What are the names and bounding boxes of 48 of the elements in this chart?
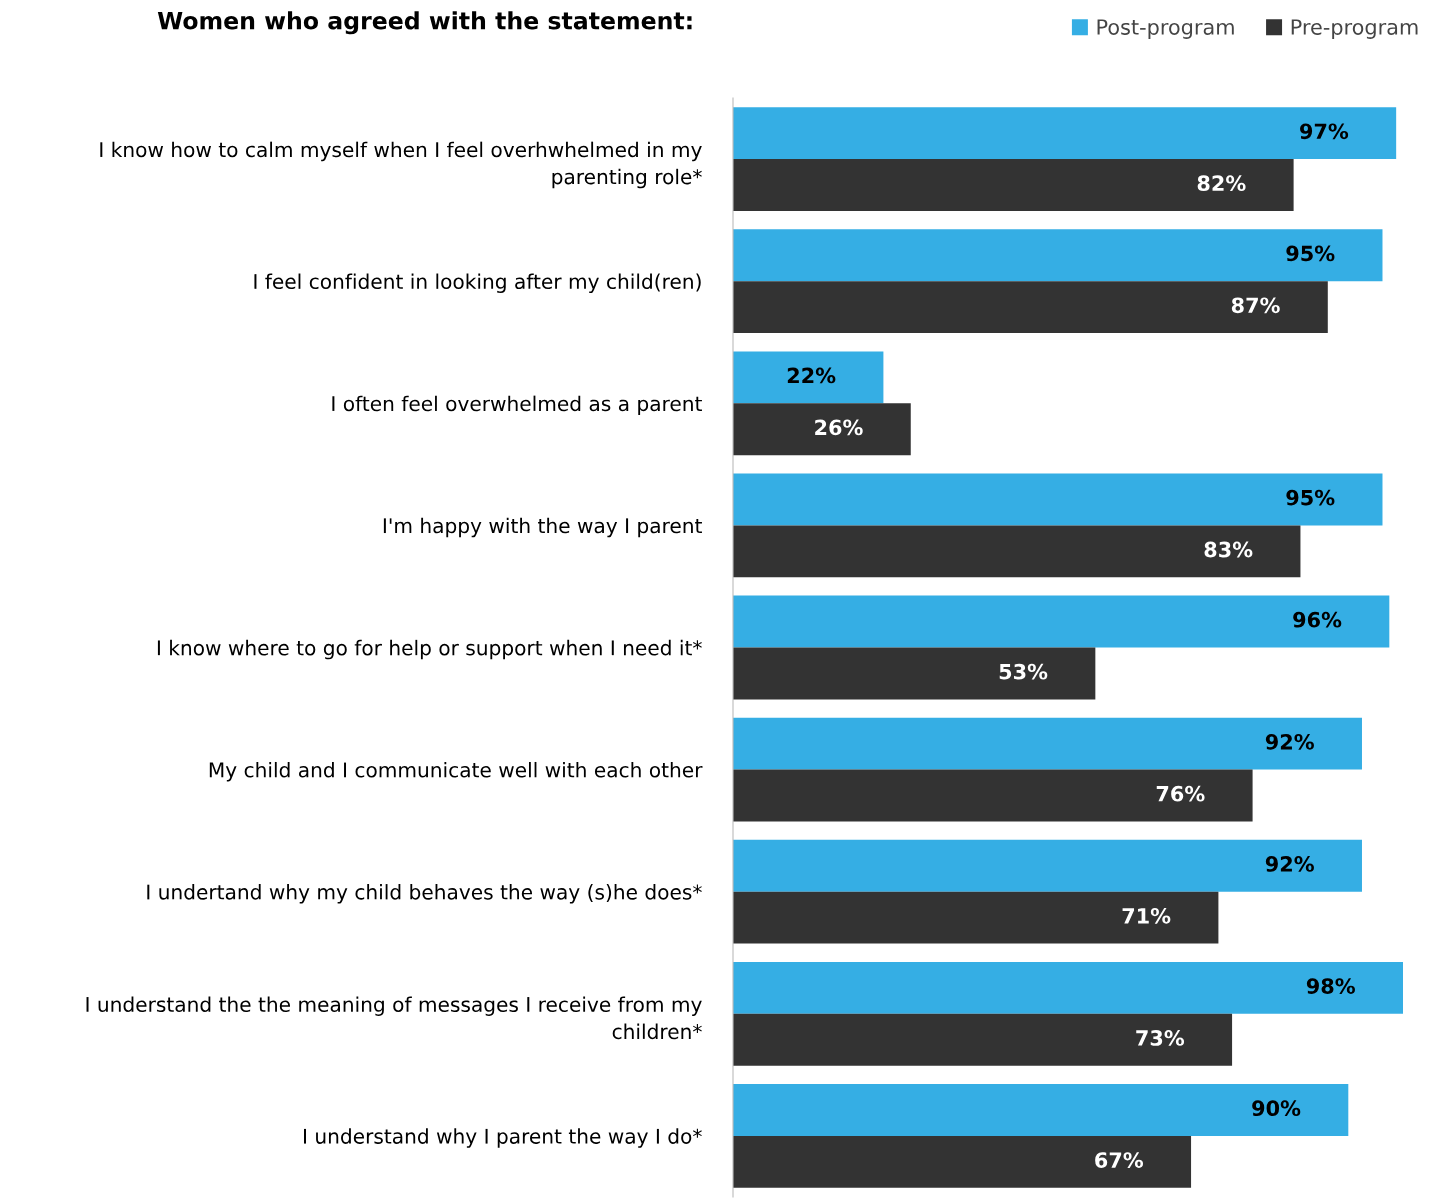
data-label: 98% — [1306, 978, 1355, 994]
bar — [733, 839, 1362, 892]
bar — [733, 107, 1397, 160]
data-label: 76% — [1156, 785, 1205, 802]
data-label: 67% — [1095, 1152, 1144, 1168]
data-label: 96% — [1293, 611, 1342, 628]
bar — [733, 281, 1328, 334]
bar — [733, 891, 1219, 944]
y-tick-label: I understand why I parent the way I do* — [304, 1128, 702, 1148]
bar — [733, 717, 1362, 770]
bar — [733, 351, 884, 404]
y-tick-label: My child and I communicate well with each other — [209, 761, 703, 782]
text: Women who agreed with the statement: — [157, 11, 692, 35]
y-tick-label: I undertand why my child behaves the way (s)he does* — [147, 884, 702, 904]
legend-label: Pre-program — [1291, 19, 1418, 39]
data-label: 95% — [1286, 245, 1335, 262]
legend-label: Post-program — [1097, 19, 1234, 39]
data-label: 73% — [1136, 1030, 1185, 1046]
bar — [733, 525, 1301, 578]
bar — [733, 961, 1403, 1014]
bar — [733, 595, 1390, 648]
data-label: 95% — [1286, 489, 1335, 506]
data-label: 82% — [1197, 175, 1246, 192]
bar — [733, 229, 1383, 282]
data-label: 90% — [1252, 1100, 1301, 1117]
y-tick-label: I know where to go for help or support when I need it* — [157, 639, 702, 660]
y-tick-label: I know how to calm myself when I feel overhwhelmed in my parenting role* — [100, 141, 702, 189]
data-label: 83% — [1204, 541, 1253, 558]
y-tick-label: I'm happy with the way I parent — [383, 517, 702, 538]
data-label: 97% — [1300, 123, 1349, 140]
y-tick-label: I often feel overwhelmed as a parent — [332, 395, 702, 416]
data-label: 26% — [815, 419, 863, 436]
bar — [733, 1084, 1349, 1136]
data-label: 22% — [787, 367, 836, 384]
bar — [733, 403, 911, 456]
bar — [733, 647, 1096, 700]
y-tick-label: I feel confident in looking after my child(ren) — [254, 273, 701, 294]
bar — [733, 1135, 1192, 1188]
data-label: 53% — [999, 663, 1048, 680]
bar — [733, 159, 1294, 211]
bar — [733, 769, 1253, 822]
data-label: 71% — [1122, 907, 1171, 924]
data-label: 92% — [1265, 733, 1314, 750]
data-label: 92% — [1265, 856, 1314, 872]
data-label: 87% — [1231, 297, 1280, 314]
y-tick-label: I understand the the meaning of messages I receive from my children* — [86, 996, 702, 1040]
bar — [733, 473, 1383, 526]
bar — [733, 1013, 1233, 1066]
